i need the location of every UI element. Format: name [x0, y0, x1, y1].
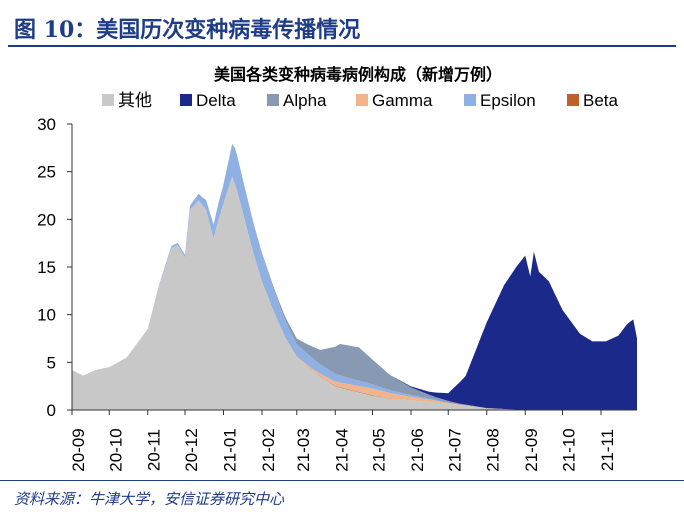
- legend-label-other: 其他: [118, 91, 152, 110]
- area-delta: [72, 144, 637, 410]
- x-tick-label: 21-02: [259, 428, 278, 471]
- chart-title: 美国各类变种病毒病例构成（新增万例）: [214, 65, 502, 84]
- x-tick-label: 21-10: [559, 428, 578, 471]
- figure-number: 图 10：: [14, 17, 97, 43]
- x-tick-label: 21-03: [294, 428, 313, 471]
- y-tick-label: 25: [37, 163, 56, 182]
- y-tick-label: 30: [37, 115, 56, 134]
- legend-swatch-epsilon: [464, 94, 476, 106]
- x-tick-label: 20-12: [182, 428, 201, 471]
- y-tick-label: 5: [47, 353, 56, 372]
- x-tick-label: 21-08: [484, 428, 503, 471]
- axes: 0 5 10 15 20 25 30 20-09 20-10 20-11 20-12 21-01 21-…: [37, 115, 637, 472]
- area-other: [72, 176, 637, 410]
- figure-header: 图 10：美国历次变种病毒传播情况: [8, 12, 676, 48]
- y-tick-label: 10: [37, 306, 56, 325]
- legend-swatch-delta: [180, 94, 192, 106]
- legend-label-beta: Beta: [583, 91, 619, 110]
- legend-swatch-alpha: [267, 94, 279, 106]
- figure-title: 美国历次变种病毒传播情况: [96, 17, 361, 43]
- footer-rule: [0, 480, 684, 481]
- x-tick-label: 20-10: [106, 428, 125, 471]
- x-tick-label: 21-11: [598, 429, 617, 471]
- x-tick-label: 21-07: [445, 428, 464, 471]
- legend-label-epsilon: Epsilon: [480, 91, 536, 110]
- y-tick-label: 0: [47, 401, 56, 420]
- legend: 其他 Delta Alpha Gamma Epsilon Beta: [102, 91, 619, 110]
- x-tick-label: 20-09: [69, 428, 88, 471]
- legend-label-alpha: Alpha: [283, 91, 327, 110]
- legend-label-gamma: Gamma: [372, 91, 433, 110]
- legend-swatch-beta: [567, 94, 579, 106]
- figure-label: 图 10：美国历次变种病毒传播情况: [14, 12, 360, 44]
- legend-swatch-other: [102, 94, 114, 106]
- y-tick-label: 15: [37, 258, 56, 277]
- legend-swatch-gamma: [356, 94, 368, 106]
- x-tick-label: 21-09: [522, 428, 541, 471]
- x-tick-label: 21-01: [220, 428, 239, 471]
- x-tick-label: 21-05: [370, 428, 389, 471]
- y-tick-label: 20: [37, 210, 56, 229]
- x-tick-label: 21-04: [332, 428, 351, 471]
- legend-label-delta: Delta: [196, 91, 236, 110]
- header-rule: [8, 45, 676, 47]
- area-layers: [72, 144, 637, 410]
- x-tick-label: 21-06: [408, 428, 427, 471]
- area-alpha: [72, 144, 637, 410]
- source-note: 资料来源：牛津大学，安信证券研究中心: [14, 490, 285, 508]
- x-tick-label: 20-11: [145, 429, 164, 471]
